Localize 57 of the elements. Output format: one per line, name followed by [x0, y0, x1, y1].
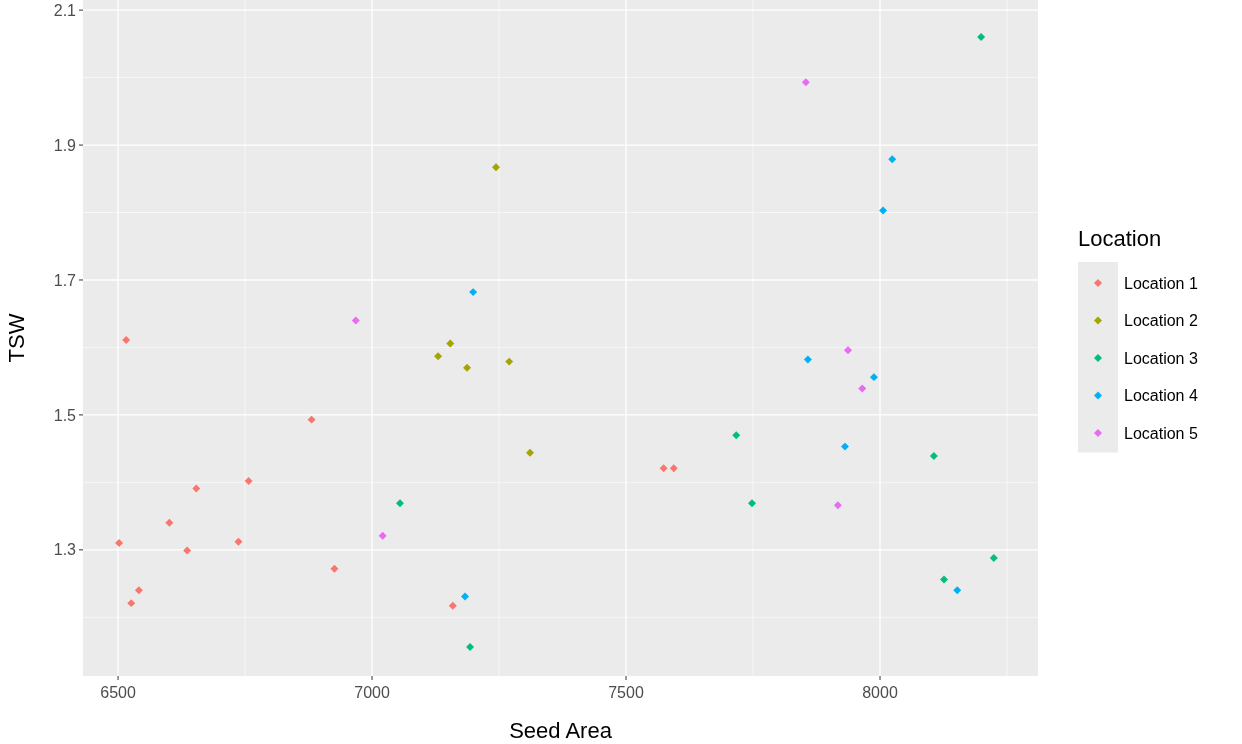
x-tick-label: 7000: [354, 684, 390, 701]
y-axis-title: TSW: [4, 313, 29, 363]
point: [115, 539, 124, 548]
point: [940, 575, 949, 584]
point: [732, 431, 741, 440]
point: [989, 553, 998, 562]
point: [858, 384, 867, 393]
legend-label: Location 1: [1124, 274, 1198, 292]
y-tick-label: 1.5: [53, 406, 77, 424]
y-tick-label: 2.1: [53, 1, 77, 19]
point: [127, 599, 136, 608]
point: [122, 336, 131, 345]
point: [461, 592, 469, 601]
point: [526, 448, 535, 457]
point: [801, 78, 810, 87]
point: [492, 163, 500, 172]
x-tick-label: 6500: [100, 684, 136, 701]
point: [395, 499, 404, 508]
point: [833, 501, 842, 510]
point: [953, 586, 962, 595]
point: [307, 415, 316, 424]
point: [378, 531, 387, 540]
point: [244, 477, 253, 486]
x-axis-title: Seed Area: [509, 718, 613, 743]
point: [165, 518, 174, 527]
legend-label: Location 3: [1124, 349, 1198, 367]
point: [448, 601, 457, 610]
point: [183, 546, 192, 555]
point: [929, 452, 938, 461]
point: [869, 373, 878, 382]
y-tick-label: 1.3: [53, 541, 77, 559]
point: [446, 339, 455, 348]
point: [505, 357, 514, 366]
legend-label: Location 5: [1124, 424, 1198, 442]
point: [844, 346, 852, 355]
point: [463, 363, 472, 372]
point: [234, 537, 243, 546]
x-tick-label: 7500: [608, 684, 644, 701]
point: [669, 464, 678, 473]
point: [351, 316, 360, 325]
point: [192, 484, 201, 493]
y-tick-label: 1.7: [53, 271, 77, 289]
y-tick-label: 1.9: [53, 136, 77, 154]
point: [659, 464, 668, 473]
x-tick-label: 8000: [862, 684, 898, 701]
point: [840, 442, 849, 451]
legend-label: Location 2: [1124, 312, 1198, 330]
point: [748, 499, 756, 508]
legend-title: Location: [1078, 226, 1162, 251]
point: [469, 288, 478, 297]
point: [330, 564, 339, 573]
point: [434, 352, 443, 361]
point: [134, 586, 143, 595]
point: [803, 355, 812, 364]
point: [466, 643, 475, 651]
point: [879, 206, 888, 215]
legend-label: Location 4: [1124, 387, 1198, 405]
